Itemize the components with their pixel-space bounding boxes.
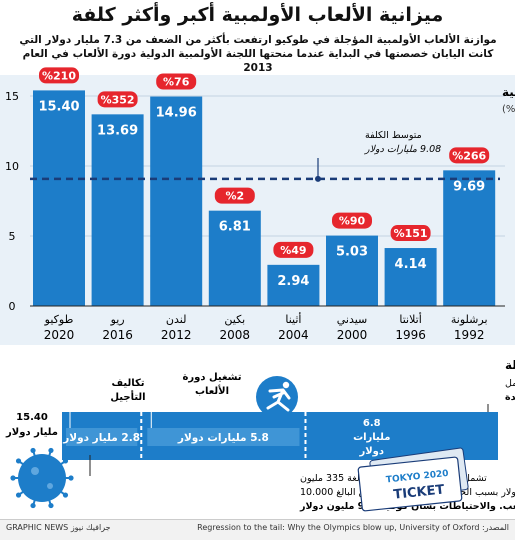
segment-venues-value: 6.8	[363, 418, 381, 429]
average-label-1: متوسط الكلفة	[365, 130, 422, 141]
overrun-label: %151	[394, 227, 428, 240]
x-category-name: برشلونة	[451, 313, 488, 326]
segment-operations-label-bg	[147, 428, 300, 446]
cost-bar	[443, 170, 496, 306]
y-axis: 0 5 10 15	[5, 90, 19, 313]
average-label-2: 9.08 مليارات دولار	[364, 144, 441, 155]
segment-name-postponement-2: التأجيل	[110, 390, 145, 403]
cost-bar	[33, 90, 85, 307]
virus-spike-tip	[48, 502, 54, 509]
bar-value-label: 14.96	[156, 106, 197, 121]
x-category-year: 2000	[337, 328, 368, 342]
segment-name-operations-1: تشغيل دورة	[182, 372, 241, 383]
overrun-label: %49	[280, 244, 306, 257]
venues-note-2: 3 مليارات دولار لملاعب جديدة	[505, 392, 515, 403]
overrun-badge	[156, 73, 197, 90]
bar-value-label: 2.94	[277, 274, 309, 289]
page-title: ميزانية الألعاب الأولمبية أكبر وأكثر كلف…	[71, 4, 444, 26]
virus-spike-tip	[48, 447, 54, 454]
x-category-year: 2004	[278, 328, 309, 342]
bar-value-label: 4.14	[395, 257, 427, 272]
overrun-label: %76	[163, 76, 190, 89]
bar-value-label: 13.69	[97, 123, 138, 138]
x-category-name: سيدني	[337, 313, 368, 326]
segment-venues-unit-2: دولار	[358, 446, 384, 457]
x-category-name: أتلانتا	[399, 312, 421, 326]
breakdown-segments: 6.8 مليارات دولار 5.8 مليارات دولار 2.8 مليا…	[62, 400, 498, 460]
x-category-year: 2008	[220, 328, 251, 342]
x-category-name: طوكيو	[44, 313, 74, 326]
cost-bar	[150, 96, 203, 306]
breakdown-total-unit: مليار دولار	[5, 427, 58, 438]
olympics-cost-chart: 15.40 %210 13.69 %352 14.96 %76 6.81 %2 2.94 %49 5…	[0, 67, 515, 512]
footer: GRAPHIC NEWS جرافيك نيوز المصدر: Regress…	[0, 519, 515, 540]
cost-bar	[384, 248, 437, 306]
venues-note-1: ذات الصلة بالملاعب - تشمل	[505, 378, 515, 389]
overrun-badge	[39, 67, 79, 84]
breakdown-total-value: 15.40	[16, 412, 48, 423]
bar-value-label: 15.40	[38, 99, 79, 114]
segment-venues-unit-1: مليارات	[353, 432, 390, 443]
bar-value-label: 9.69	[453, 179, 485, 194]
virus-spike-tip	[62, 458, 69, 464]
cost-chart-title: كلفة استضافة الألعاب الصيفية	[502, 84, 515, 99]
segment-postponement-label: 2.8 مليار دولار	[62, 432, 140, 444]
cost-bar	[91, 114, 144, 306]
bar-value-label: 6.81	[219, 220, 251, 235]
x-category-year: 1992	[454, 328, 485, 342]
overrun-badge	[214, 187, 255, 204]
virus-spike-tip	[15, 492, 22, 498]
average-label-dot	[315, 175, 321, 182]
x-category-name: بكين	[224, 313, 245, 326]
x-category-year: 2016	[102, 328, 133, 342]
x-category-year: 2020	[44, 328, 75, 342]
virus-spike-tip	[68, 475, 74, 481]
page-subtitle: موازنة الألعاب الأولمبية المؤجلة في طوكي…	[19, 34, 497, 74]
virus-spike-tip	[30, 502, 36, 509]
overrun-label: %352	[101, 93, 135, 106]
overrun-badge	[273, 241, 314, 258]
x-category-year: 1996	[395, 328, 426, 342]
segment-postponement-label-bg	[66, 428, 138, 446]
segment-operations-label: 5.8 مليارات دولار	[177, 432, 269, 444]
coronavirus-icon	[10, 447, 74, 509]
cost-chart-subtitle: (مليارات الدولارات، الزيادة في الكلفة %)	[502, 104, 515, 115]
source: المصدر: Regression to the tail: Why the …	[197, 523, 509, 532]
virus-spike-tip	[62, 492, 69, 498]
bar-value-label: 5.03	[336, 245, 368, 260]
cost-bar	[208, 210, 261, 306]
cost-bar	[326, 235, 378, 306]
overrun-label: %90	[339, 215, 366, 228]
x-axis: طوكيو 2020 ريو 2016 لندن 2012 بكين 2008 أثينا 200…	[30, 305, 505, 342]
runner-icon	[256, 376, 298, 418]
credit: GRAPHIC NEWS جرافيك نيوز	[6, 523, 111, 532]
overrun-label: %266	[452, 149, 486, 162]
segment-name-operations-2: الألعاب	[195, 384, 229, 397]
y-tick-label: 15	[5, 90, 19, 103]
cost-bar	[267, 264, 320, 306]
cost-bars: 15.40 %210 13.69 %352 14.96 %76 6.81 %2 2.94 %49 5…	[33, 67, 496, 307]
y-tick-label: 10	[5, 160, 19, 173]
virus-spike-tip	[10, 475, 16, 481]
overrun-label: %210	[42, 69, 76, 82]
x-category-name: لندن	[166, 313, 187, 326]
x-category-name: أثينا	[285, 312, 301, 326]
ticket-line-2: TICKET	[393, 482, 445, 502]
overrun-badge	[449, 147, 490, 164]
overrun-badge	[332, 212, 372, 229]
virus-spike-tip	[15, 458, 22, 464]
segment-name-postponement-1: تكاليف	[111, 378, 144, 389]
x-category-name: ريو	[110, 313, 125, 326]
ticket-icon: TOKYO 2020 TICKET	[357, 447, 469, 512]
virus-spike-tip	[30, 447, 36, 454]
y-tick-label: 5	[9, 230, 16, 243]
y-tick-label: 0	[9, 300, 16, 313]
overrun-badge	[390, 225, 431, 242]
breakdown-title: نفقات أولمبياد طوكيو المعدّلة	[505, 357, 515, 373]
overrun-badge	[97, 91, 138, 108]
overrun-label: %2	[225, 190, 244, 203]
x-category-year: 2012	[161, 328, 192, 342]
